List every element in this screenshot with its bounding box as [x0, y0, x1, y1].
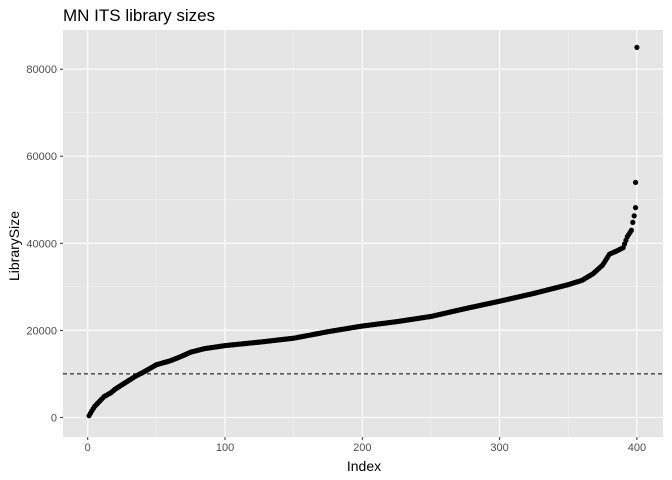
data-point-outlier [632, 179, 639, 185]
x-tick-label: 200 [353, 442, 371, 454]
y-tick-label: 20000 [26, 325, 57, 337]
y-tick-label: 80000 [26, 64, 57, 76]
plot-panel [63, 30, 663, 437]
x-tick-label: 300 [490, 442, 508, 454]
data-points [86, 44, 640, 419]
data-point [632, 205, 639, 211]
x-tick-label: 400 [628, 442, 646, 454]
data-point [628, 227, 635, 233]
data-point-outlier [634, 44, 640, 51]
y-axis-ticks: 0 20000 40000 60000 80000 [26, 64, 63, 424]
x-axis-ticks: 0 100 200 300 400 [85, 437, 646, 454]
x-tick-label: 0 [85, 442, 91, 454]
y-tick-label: 40000 [26, 238, 57, 250]
x-axis-title: Index [347, 458, 381, 474]
y-tick-label: 0 [51, 412, 57, 424]
data-point [631, 213, 637, 219]
x-tick-label: 100 [216, 442, 234, 454]
y-axis-title: LibrarySize [6, 211, 22, 281]
chart-title: MN ITS library sizes [63, 6, 215, 25]
y-tick-label: 60000 [26, 151, 57, 163]
gridlines [63, 30, 663, 437]
data-point [630, 219, 636, 225]
